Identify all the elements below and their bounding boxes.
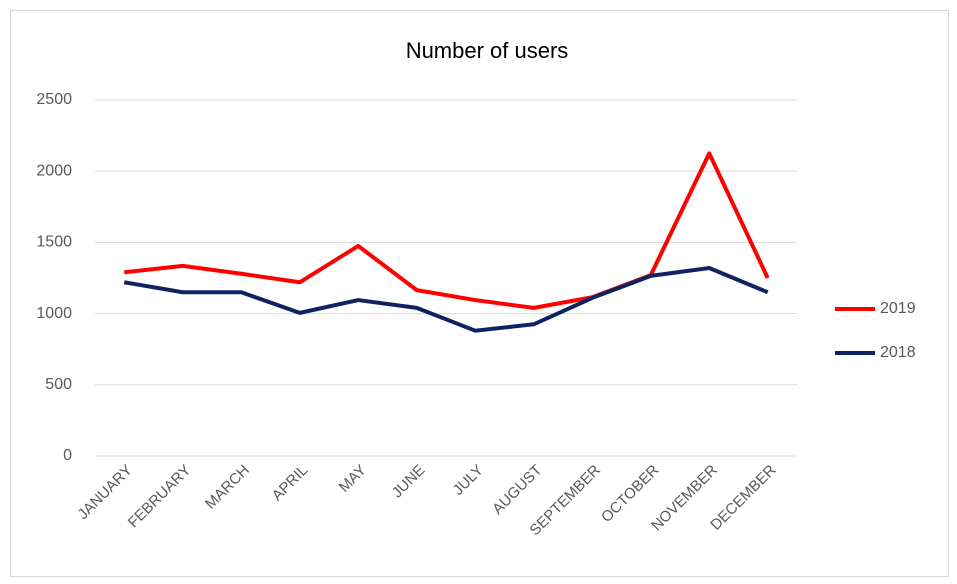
y-tick-label: 1000 xyxy=(36,305,72,322)
y-tick-label: 2500 xyxy=(36,91,72,108)
y-tick-label: 2000 xyxy=(36,162,72,179)
y-tick-label: 0 xyxy=(63,447,72,464)
series-line xyxy=(123,266,769,333)
series-line xyxy=(124,151,770,310)
chart-title: Number of users xyxy=(406,38,569,63)
y-tick-label: 1500 xyxy=(36,234,72,251)
legend-label: 2018 xyxy=(880,344,916,361)
chart-border xyxy=(10,10,949,577)
legend-label: 2019 xyxy=(880,300,916,317)
y-tick-label: 500 xyxy=(45,376,72,393)
